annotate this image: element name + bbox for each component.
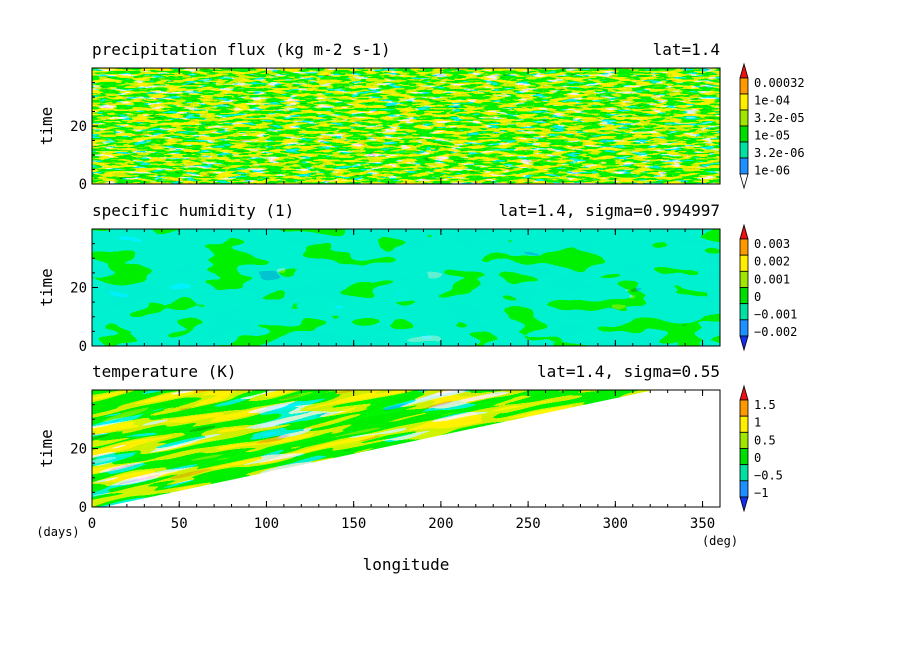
panel-3: temperature (K) lat=1.4, sigma=0.55 0 20 tim… (36, 362, 783, 574)
colorbar-label: 1e-04 (754, 93, 790, 107)
colorbar-label: 0.5 (754, 433, 776, 447)
colorbar-swatch (739, 287, 749, 305)
colorbar-swatch (739, 141, 749, 159)
colorbar-swatch (739, 173, 749, 190)
colorbar: 0.00032 1e-04 3.2e-05 1e-05 3.2e-06 1e-06 (739, 62, 805, 190)
colorbar-label: 0 (754, 451, 761, 465)
x-tick-label: 150 (341, 516, 366, 532)
heatmap-field (92, 390, 720, 507)
x-tick-label: 350 (690, 516, 715, 532)
panel-annotation: lat=1.4, sigma=0.994997 (498, 201, 720, 220)
colorbar-label: −0.5 (754, 469, 783, 483)
colorbar-label: 0.00032 (754, 76, 805, 90)
colorbar-swatch (739, 384, 749, 401)
colorbar-label: 1e-05 (754, 128, 790, 142)
colorbar-label: 1.5 (754, 398, 776, 412)
colorbar-swatch (739, 238, 749, 256)
colorbar-swatch (739, 62, 749, 79)
panel-annotation: lat=1.4, sigma=0.55 (537, 362, 720, 381)
heatmap-field (92, 68, 720, 184)
y-axis-label: time (37, 429, 56, 468)
panel-title: specific humidity (1) (92, 201, 294, 220)
colorbar-label: −1 (754, 486, 768, 500)
colorbar-swatch (739, 480, 749, 498)
colorbar-label: 3.2e-05 (754, 111, 805, 125)
x-tick-label: 300 (603, 516, 628, 532)
y-axis-label: time (37, 107, 56, 146)
colorbar-swatch (739, 415, 749, 433)
heatmap-field (92, 229, 720, 346)
colorbar-label: 1 (754, 416, 761, 430)
colorbar-label: 1e-06 (754, 163, 790, 177)
panel-annotation: lat=1.4 (653, 40, 720, 59)
colorbar-swatch (739, 335, 749, 352)
x-tick-label: 250 (515, 516, 540, 532)
x-tick-label: 100 (254, 516, 279, 532)
colorbar-swatch (739, 399, 749, 417)
panel-2: specific humidity (1) lat=1.4, sigma=0.99… (37, 201, 797, 355)
colorbar-label: 0.002 (754, 255, 790, 269)
panel-title: precipitation flux (kg m-2 s-1) (92, 40, 391, 59)
y-tick-label: 0 (79, 177, 87, 193)
x-unit-label: (deg) (702, 534, 738, 548)
y-tick-label: 20 (70, 281, 87, 297)
y-tick-label: 20 (70, 442, 87, 458)
x-tick-label: 200 (428, 516, 453, 532)
colorbar-label: −0.002 (754, 325, 797, 339)
colorbar-swatch (739, 93, 749, 111)
colorbar-swatch (739, 448, 749, 466)
colorbar-label: −0.001 (754, 308, 797, 322)
y-unit-label: (days) (36, 525, 79, 539)
panel-1: precipitation flux (kg m-2 s-1) lat=1.4 0 2… (37, 40, 805, 193)
y-axis-label: time (37, 268, 56, 307)
colorbar-swatch (739, 464, 749, 482)
panel-title: temperature (K) (92, 362, 237, 381)
colorbar-swatch (739, 77, 749, 95)
x-tick-label: 0 (88, 516, 96, 532)
x-axis-label: longitude (363, 555, 450, 574)
x-tick-label: 50 (171, 516, 188, 532)
y-tick-label: 0 (79, 500, 87, 516)
colorbar-label: 0.003 (754, 237, 790, 251)
colorbar-swatch (739, 431, 749, 449)
colorbar: 1.5 1 0.5 0 −0.5 −1 (739, 384, 783, 513)
colorbar-swatch (739, 303, 749, 321)
colorbar-swatch (739, 319, 749, 337)
colorbar-label: 0.001 (754, 272, 790, 286)
colorbar-swatch (739, 223, 749, 240)
colorbar: 0.003 0.002 0.001 0 −0.001 −0.002 (739, 223, 797, 352)
y-tick-label: 20 (70, 119, 87, 135)
colorbar-label: 3.2e-06 (754, 146, 805, 160)
colorbar-label: 0 (754, 290, 761, 304)
colorbar-swatch (739, 254, 749, 272)
colorbar-swatch (739, 125, 749, 143)
colorbar-swatch (739, 157, 749, 175)
y-tick-label: 0 (79, 339, 87, 355)
colorbar-swatch (739, 270, 749, 288)
colorbar-swatch (739, 109, 749, 127)
colorbar-swatch (739, 496, 749, 513)
